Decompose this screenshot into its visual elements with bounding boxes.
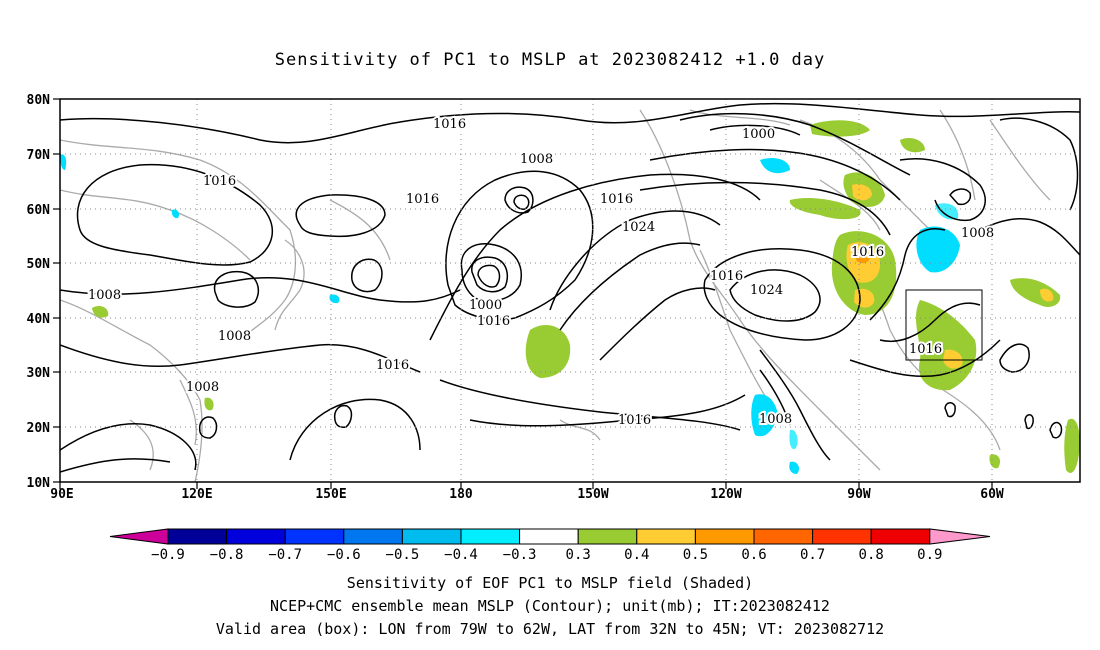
colorbar-swatch	[577, 528, 638, 545]
lon-label: 150W	[577, 487, 608, 502]
contour-label: 1016	[433, 117, 466, 132]
coastlines	[60, 109, 1051, 482]
colorbar-swatch	[284, 528, 345, 545]
longitude-labels: 90E 120E 150E 180 150W 120W 90W 60W	[50, 487, 1004, 502]
contour-label: 1016	[203, 174, 236, 189]
caption-line-3: Valid area (box): LON from 79W to 62W, L…	[215, 620, 885, 638]
colorbar-swatch	[460, 528, 521, 545]
lat-label: 70N	[27, 148, 51, 163]
colorbar-label: −0.3	[503, 547, 537, 563]
lat-lon-grid	[60, 99, 1080, 482]
colorbar-label: −0.7	[268, 547, 302, 563]
colorbar-swatch	[167, 528, 228, 545]
contour-label: 1008	[186, 380, 219, 395]
colorbar-label: −0.9	[151, 547, 185, 563]
colorbar-label: −0.5	[386, 547, 420, 563]
colorbar-label: 0.9	[917, 547, 942, 563]
colorbar-high-triangle	[929, 528, 991, 545]
colorbar-swatch	[753, 528, 814, 545]
contour-label: 1016	[710, 269, 743, 284]
contour-label: 1000	[742, 127, 775, 142]
colorbar-label: 0.3	[566, 547, 591, 563]
colorbar-label: 0.4	[624, 547, 649, 563]
axis-ticks	[53, 98, 993, 489]
contour-label: 1016	[600, 192, 633, 207]
contour-label: 1024	[750, 283, 783, 298]
lon-label: 150E	[315, 487, 346, 502]
colorbar-label: 0.6	[741, 547, 766, 563]
lat-label: 10N	[27, 476, 51, 491]
contour-label: 1008	[218, 329, 251, 344]
valid-area-box	[905, 289, 983, 361]
caption-line-2: NCEP+CMC ensemble mean MSLP (Contour); u…	[270, 597, 830, 615]
colorbar-label: −0.8	[210, 547, 244, 563]
lat-label: 20N	[27, 421, 51, 436]
contour-label: 1000	[469, 298, 502, 313]
colorbar-swatch	[694, 528, 755, 545]
contour-label: 1008	[520, 152, 553, 167]
latitude-labels: 10N 20N 30N 40N 50N 60N 70N 80N	[27, 93, 51, 491]
contour-label: 1016	[618, 413, 651, 428]
contour-label: 1008	[88, 288, 121, 303]
caption-line-1: Sensitivity of EOF PC1 to MSLP field (Sh…	[346, 574, 754, 592]
colorbar-low-triangle	[109, 528, 169, 545]
colorbar-swatch	[636, 528, 696, 545]
lon-label: 180	[449, 487, 473, 502]
colorbar-label: −0.4	[444, 547, 478, 563]
lon-label: 90E	[50, 487, 73, 502]
lon-label: 60W	[980, 487, 1004, 502]
colorbar-label: 0.7	[800, 547, 825, 563]
lat-label: 80N	[27, 93, 51, 108]
colorbar-swatch	[343, 528, 403, 545]
chart-title: Sensitivity of PC1 to MSLP at 2023082412…	[274, 50, 826, 70]
colorbar-label: 0.8	[859, 547, 884, 563]
colorbar-swatch	[519, 528, 579, 545]
contour-label: 1016	[376, 358, 409, 373]
contour-label: 1024	[622, 220, 655, 235]
mslp-contours	[60, 102, 1080, 473]
colorbar-swatch	[226, 528, 286, 545]
lon-label: 90W	[847, 487, 871, 502]
colorbar-swatch	[812, 528, 872, 545]
contour-labels: 1016 1008 1016 1016 1016 1016 1008 1008 …	[86, 115, 996, 430]
colorbar-swatch	[870, 528, 931, 545]
lat-label: 60N	[27, 203, 51, 218]
lat-label: 30N	[27, 366, 51, 381]
colorbar-label: 0.5	[683, 547, 708, 563]
contour-label: 1008	[759, 412, 792, 427]
map-frame	[59, 98, 1081, 483]
contour-label: 1008	[961, 226, 994, 241]
colorbar-label: −0.6	[327, 547, 361, 563]
lat-label: 50N	[27, 257, 51, 272]
contour-label: 1016	[851, 245, 884, 260]
contour-label: 1016	[477, 314, 510, 329]
colorbar: −0.9 −0.8 −0.7 −0.6 −0.5 −0.4 −0.3 0.3 0.4 0.5 0.6…	[109, 528, 991, 563]
colorbar-swatch	[401, 528, 462, 545]
contour-label: 1016	[406, 192, 439, 207]
contour-label: 1016	[909, 342, 942, 357]
lon-label: 120E	[181, 487, 212, 502]
lat-label: 40N	[27, 312, 51, 327]
lon-label: 120W	[710, 487, 741, 502]
